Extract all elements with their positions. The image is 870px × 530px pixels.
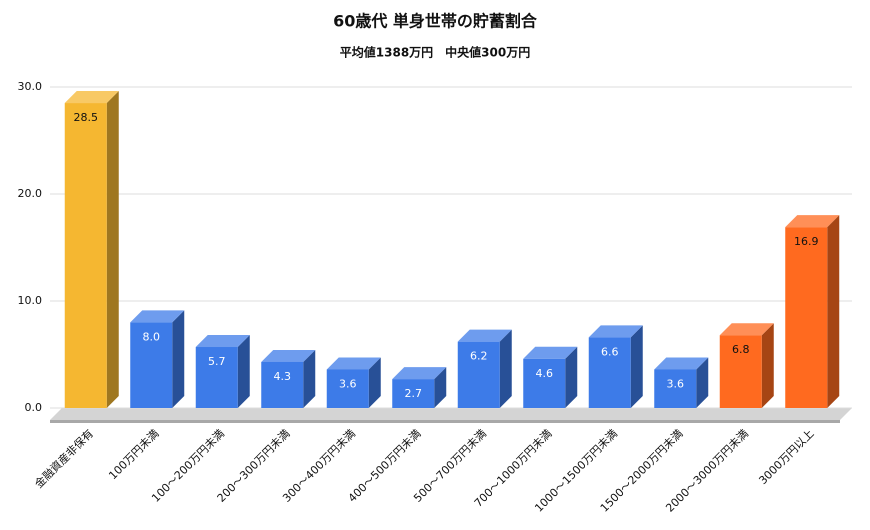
chart-subtitle: 平均値1388万円 中央値300万円 [340,45,530,60]
value-label: 6.2 [470,350,488,363]
bar [261,361,304,408]
x-tick-label: 500～700万円未満 [411,427,489,505]
bar-top [64,91,119,104]
bar-top [392,367,447,380]
bar-side [565,346,578,408]
bar-top [719,323,774,336]
bar [392,379,435,408]
bar-side [696,357,709,408]
x-tick-label: 3000万円以上 [756,427,816,487]
y-tick-label: 10.0 [18,294,43,307]
bar-side [434,367,447,408]
bar [719,335,762,408]
value-label: 6.8 [732,343,750,356]
value-label: 4.3 [274,370,292,383]
y-tick-label: 0.0 [25,401,43,414]
bar-top [261,349,316,362]
floor-edge [50,420,840,423]
bar-side [368,357,381,408]
grid [50,86,852,409]
bar-side [303,349,316,408]
bar-side [499,329,512,408]
x-tick-label: 400～500万円未満 [346,427,424,505]
value-label: 6.6 [601,345,619,358]
bar [326,369,369,408]
y-tick-label: 20.0 [18,187,43,200]
value-label: 3.6 [667,377,685,390]
value-label: 8.0 [143,330,161,343]
bar-top [523,346,578,359]
bar [654,369,697,408]
bar-top [457,329,512,342]
bar-side [827,215,840,408]
bar [195,347,238,408]
x-tick-label: 100万円未満 [106,427,161,482]
bar-side [237,335,250,408]
bar [130,322,173,408]
chart-title: 60歳代 単身世帯の貯蓄割合 [333,12,538,31]
value-label: 4.6 [536,367,554,380]
value-label: 16.9 [794,235,819,248]
x-tick-label: 100～200万円未満 [149,427,227,505]
y-tick-label: 30.0 [18,80,43,93]
bar-top [785,215,840,228]
value-label: 28.5 [74,111,99,124]
bar-top [130,310,185,323]
bar-top [654,357,709,370]
value-label: 5.7 [208,355,226,368]
bar-side [106,91,119,409]
floor [50,408,852,420]
bar-side [630,325,643,408]
bar [588,337,631,408]
bar-side [761,323,774,408]
bar [523,358,566,408]
x-tick-label: 300～400万円未満 [280,427,358,505]
bar-side [172,310,185,408]
value-label: 3.6 [339,377,357,390]
bar-top [195,335,250,348]
bar [785,227,828,408]
x-tick-label: 200～300万円未満 [215,427,293,505]
bar-top [326,357,381,370]
bar [457,341,500,408]
bar-top [588,325,643,338]
bar [64,103,107,409]
x-tick-label: 金融資産非保有 [32,426,96,490]
value-label: 2.7 [405,387,423,400]
